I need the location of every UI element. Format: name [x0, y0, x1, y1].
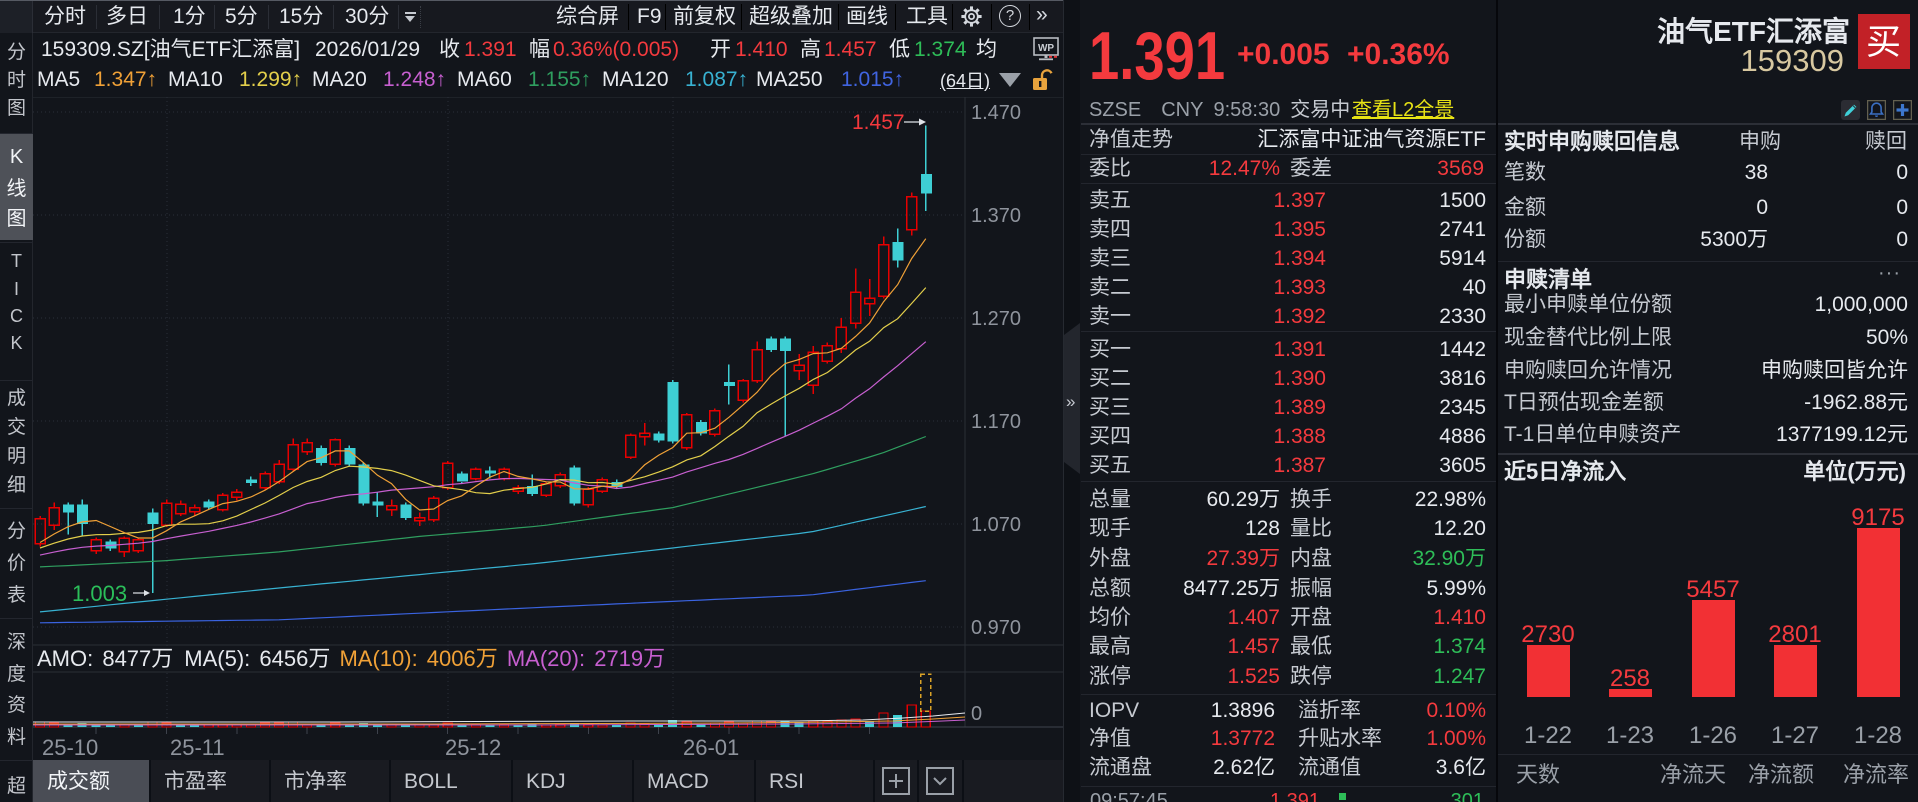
svg-text:WP: WP	[1038, 43, 1054, 54]
svg-text:1.457: 1.457	[852, 111, 905, 134]
svg-text:1.170: 1.170	[971, 411, 1021, 433]
svg-text:25-11: 25-11	[170, 735, 225, 760]
svg-text:26-01: 26-01	[683, 735, 739, 760]
svg-text:1.370: 1.370	[971, 205, 1021, 227]
svg-text:1.470: 1.470	[971, 102, 1021, 124]
svg-text:1.270: 1.270	[971, 308, 1021, 330]
svg-text:1.070: 1.070	[971, 514, 1021, 536]
svg-text:0: 0	[971, 703, 982, 725]
svg-text:0.970: 0.970	[971, 617, 1021, 639]
svg-text:25-10: 25-10	[42, 735, 98, 760]
svg-text:25-12: 25-12	[445, 735, 501, 760]
svg-text:1.003: 1.003	[72, 581, 127, 606]
